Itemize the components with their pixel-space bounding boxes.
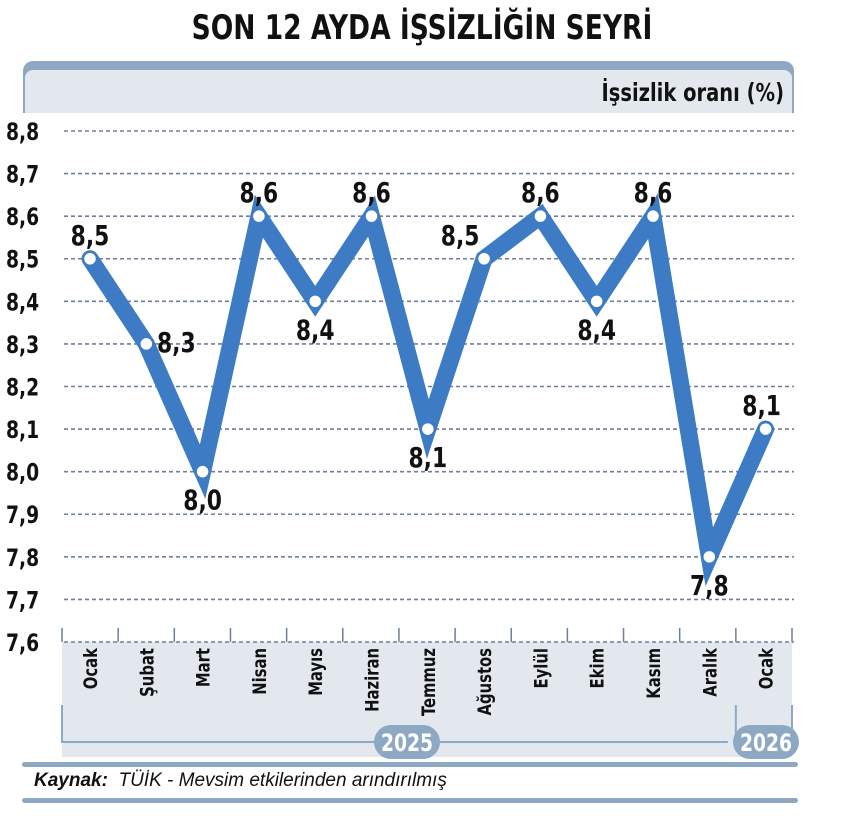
divider-top (22, 762, 798, 767)
data-label: 8,1 (408, 441, 447, 473)
year-bracket-2025 (61, 705, 728, 743)
y-tick-label: 7,9 (6, 502, 39, 530)
y-tick-label: 8,8 (6, 119, 39, 147)
year-badge (733, 725, 799, 759)
x-category-label: Mayıs (305, 648, 327, 696)
data-label: 8,0 (183, 484, 222, 516)
data-label: 8,6 (352, 177, 391, 209)
x-category-label: Temmuz (418, 648, 440, 716)
year-label: 2026 (740, 730, 792, 758)
data-point (701, 548, 718, 566)
y-tick-label: 7,8 (6, 545, 39, 573)
x-category-label: Ağustos (474, 648, 496, 715)
data-point (306, 293, 324, 310)
data-point (588, 293, 605, 310)
data-label: 8,6 (634, 177, 673, 209)
data-point (138, 335, 155, 353)
unit-label: İşsizlik oranı (%) (601, 78, 784, 107)
y-tick-label: 8,2 (6, 374, 39, 402)
data-label: 8,6 (521, 177, 560, 209)
x-category-label: Ekim (587, 648, 609, 688)
y-tick-label: 8,4 (6, 289, 39, 317)
data-point (81, 250, 99, 267)
y-tick-label: 8,1 (6, 417, 39, 445)
source-note: Kaynak: TÜİK - Mevsim etkilerinden arınd… (34, 770, 447, 792)
x-category-label: Mart (193, 648, 215, 687)
source-label: Kaynak: (34, 770, 108, 791)
data-label: 7,8 (690, 569, 729, 601)
header-panel (25, 70, 792, 113)
y-tick-label: 8,0 (6, 459, 39, 487)
data-point (757, 420, 774, 438)
divider-bottom (22, 798, 798, 803)
x-category-label: Aralık (700, 647, 722, 696)
x-category-label: Şubat (137, 648, 159, 697)
data-point (419, 420, 437, 438)
x-category-label: Haziran (362, 648, 384, 712)
y-tick-label: 7,7 (6, 587, 39, 615)
y-tick-label: 8,5 (6, 247, 39, 275)
data-label: 8,5 (441, 219, 480, 251)
year-badge (374, 725, 440, 759)
data-point (644, 207, 662, 225)
y-tick-label: 8,7 (6, 161, 39, 189)
data-label: 8,1 (742, 389, 781, 421)
x-category-label: Nisan (249, 648, 271, 695)
source-text: TÜİK - Mevsim etkilerinden arındırılmış (118, 770, 447, 791)
data-point (475, 250, 493, 267)
data-label: 8,4 (296, 314, 335, 346)
x-category-label: Kasım (643, 648, 665, 699)
x-category-label: Ocak (756, 647, 778, 689)
x-category-label: Eylül (531, 648, 553, 688)
data-label: 8,6 (240, 177, 279, 209)
y-tick-label: 8,6 (6, 204, 39, 232)
data-point (194, 463, 211, 480)
data-point (363, 207, 380, 225)
x-category-label: Ocak (80, 647, 102, 689)
data-point (250, 207, 268, 225)
year-label: 2025 (381, 730, 433, 758)
data-point (532, 207, 549, 225)
data-label: 8,3 (157, 326, 196, 358)
y-tick-label: 7,6 (6, 630, 39, 658)
y-tick-label: 8,3 (6, 332, 39, 360)
data-label: 8,5 (71, 219, 110, 251)
data-label: 8,4 (577, 314, 616, 346)
chart-title: SON 12 AYDA İŞSİZLİĞİN SEYRİ (191, 8, 653, 48)
